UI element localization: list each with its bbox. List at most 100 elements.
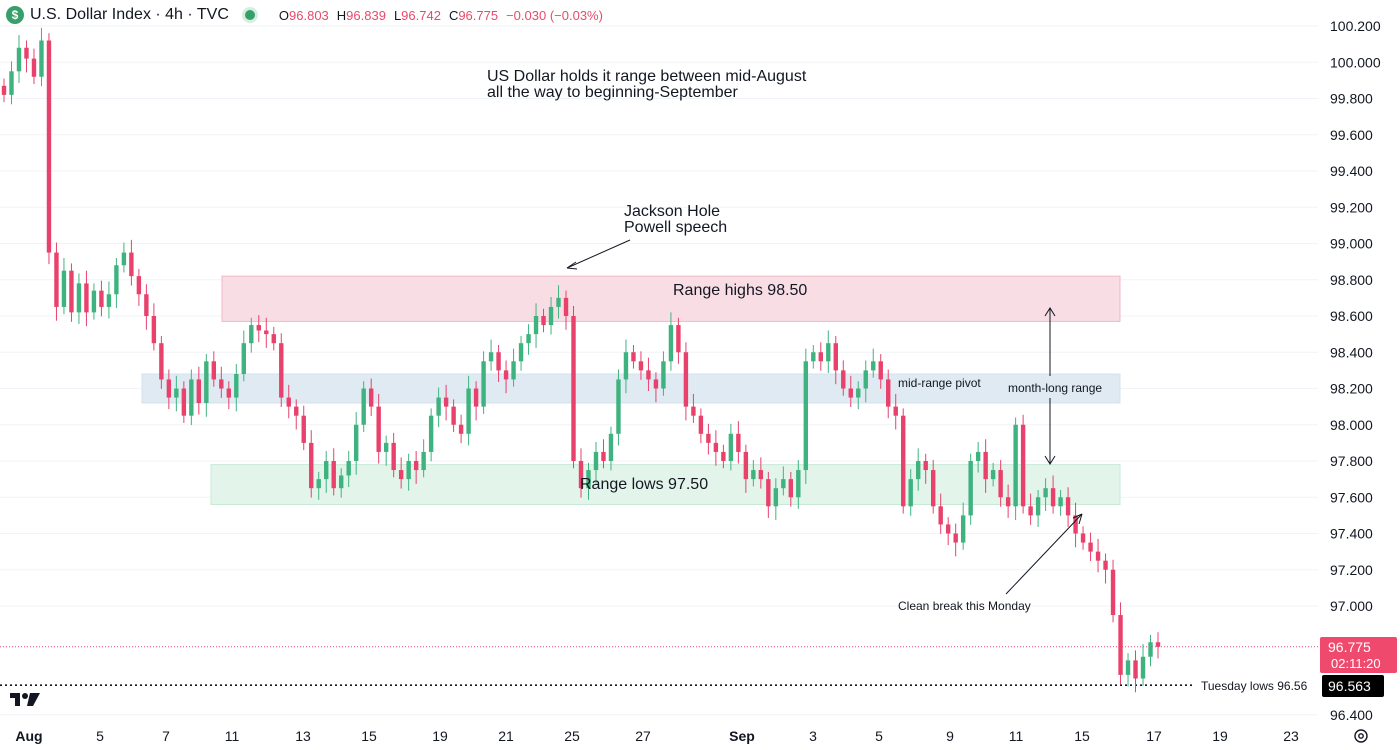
- candle-body: [1080, 533, 1086, 543]
- ohlc-close: C96.775: [448, 7, 499, 23]
- candle-body: [301, 415, 306, 443]
- candle-body: [781, 479, 786, 489]
- candle-body: [893, 406, 898, 416]
- tuesday-lows-label: Tuesday lows 96.56: [1201, 679, 1308, 693]
- candle-body: [841, 370, 846, 389]
- candle-body: [503, 370, 509, 380]
- candle-body: [526, 334, 531, 344]
- candle-body: [368, 388, 374, 407]
- price-tick-label: 96.400: [1330, 707, 1373, 723]
- candle-body: [166, 379, 172, 398]
- candle-body: [9, 71, 14, 95]
- tradingview-logo-icon[interactable]: [8, 688, 42, 710]
- candle-body: [1058, 497, 1063, 507]
- time-tick-label: Sep: [729, 728, 755, 744]
- candle-body: [751, 470, 756, 480]
- chart-annotations: US Dollar holds it range between mid-Aug…: [487, 68, 1308, 693]
- candle-body: [968, 461, 973, 516]
- candle-body: [91, 290, 97, 313]
- mid-range-pivot-label: mid-range pivot: [898, 376, 981, 390]
- clean-break-arrow: [1005, 513, 1083, 595]
- candle-body: [1155, 642, 1161, 647]
- candle-body: [256, 325, 261, 331]
- candle-body: [998, 470, 1003, 498]
- candle-body: [706, 433, 711, 443]
- symbol-title[interactable]: U.S. Dollar Index · 4h · TVC: [30, 6, 229, 23]
- time-tick-label: 3: [809, 728, 817, 744]
- candle-body: [1095, 551, 1101, 561]
- jackson-hole-arrow: [566, 239, 631, 269]
- candle-body: [61, 270, 67, 307]
- candle-body: [1073, 515, 1078, 534]
- price-tick-label: 99.800: [1330, 91, 1373, 107]
- candle-body: [638, 361, 644, 371]
- candle-body: [211, 361, 217, 380]
- candle-body: [623, 352, 629, 380]
- candle-body: [279, 343, 284, 398]
- candle-body: [129, 252, 134, 277]
- candle-body: [353, 424, 359, 461]
- price-tick-label: 98.600: [1330, 308, 1373, 324]
- candle-body: [1065, 497, 1071, 516]
- candle-body: [391, 442, 396, 471]
- time-tick-label: 13: [295, 728, 311, 744]
- tuesday-low-tag: 96.563: [1328, 678, 1371, 694]
- dollar-symbol-icon[interactable]: $: [6, 6, 24, 24]
- price-tick-label: 97.000: [1330, 598, 1373, 614]
- candle-series: [1, 27, 1161, 693]
- candle-body: [601, 451, 606, 461]
- gear-icon[interactable]: [1352, 727, 1370, 745]
- candle-body: [1035, 497, 1041, 516]
- candle-body: [676, 325, 681, 353]
- candle-body: [488, 352, 494, 362]
- candle-body: [443, 397, 449, 407]
- candle-body: [788, 479, 794, 498]
- candle-body: [466, 388, 471, 434]
- candle-body: [1140, 656, 1146, 679]
- chart-header: $ U.S. Dollar Index · 4h · TVC O96.803 H…: [6, 4, 603, 26]
- candle-body: [631, 352, 636, 362]
- candle-body: [46, 40, 52, 253]
- candle-body: [421, 451, 426, 471]
- candle-body: [518, 343, 524, 362]
- candle-body: [593, 451, 599, 471]
- candle-body: [346, 461, 351, 476]
- candle-body: [481, 361, 486, 407]
- price-tick-label: 100.000: [1330, 54, 1381, 70]
- candle-body: [76, 283, 82, 313]
- candle-body: [990, 470, 996, 480]
- time-axis: Aug 5 7 11 13 15 19 21 25 27 Sep 3 5 9 11 15 17 19 23: [15, 728, 1299, 744]
- candle-body: [960, 515, 966, 543]
- ohlc-high: H96.839: [336, 7, 386, 23]
- candle-body: [1125, 660, 1131, 675]
- last-price-tag: 96.775: [1328, 639, 1371, 655]
- candle-body: [204, 361, 209, 403]
- candle-body: [1103, 560, 1108, 570]
- price-tick-label: 100.200: [1330, 18, 1381, 34]
- candle-body: [758, 470, 764, 480]
- price-tick-label: 97.200: [1330, 562, 1373, 578]
- headline-line-1: US Dollar holds it range between mid-Aug…: [487, 68, 807, 85]
- time-tick-label: Aug: [15, 728, 42, 744]
- price-tick-label: 97.400: [1330, 526, 1373, 542]
- price-tick-label: 99.400: [1330, 163, 1373, 179]
- candle-body: [189, 379, 194, 416]
- jackson-hole-label-1: Jackson Hole: [624, 203, 720, 220]
- candle-body: [646, 370, 651, 380]
- candle-body: [144, 294, 149, 316]
- candle-body: [331, 461, 336, 489]
- candle-body: [428, 415, 434, 452]
- price-tick-label: 98.000: [1330, 417, 1373, 433]
- time-tick-label: 15: [361, 728, 377, 744]
- candle-body: [1148, 642, 1153, 657]
- time-tick-label: 7: [162, 728, 170, 744]
- candle-body: [413, 461, 419, 471]
- time-tick-label: 9: [946, 728, 954, 744]
- price-tick-label: 99.600: [1330, 127, 1373, 143]
- candle-body: [84, 283, 89, 313]
- time-tick-label: 19: [1212, 728, 1228, 744]
- candle-body: [571, 316, 576, 461]
- market-status-dot-icon: [244, 10, 255, 20]
- candle-body: [668, 325, 674, 362]
